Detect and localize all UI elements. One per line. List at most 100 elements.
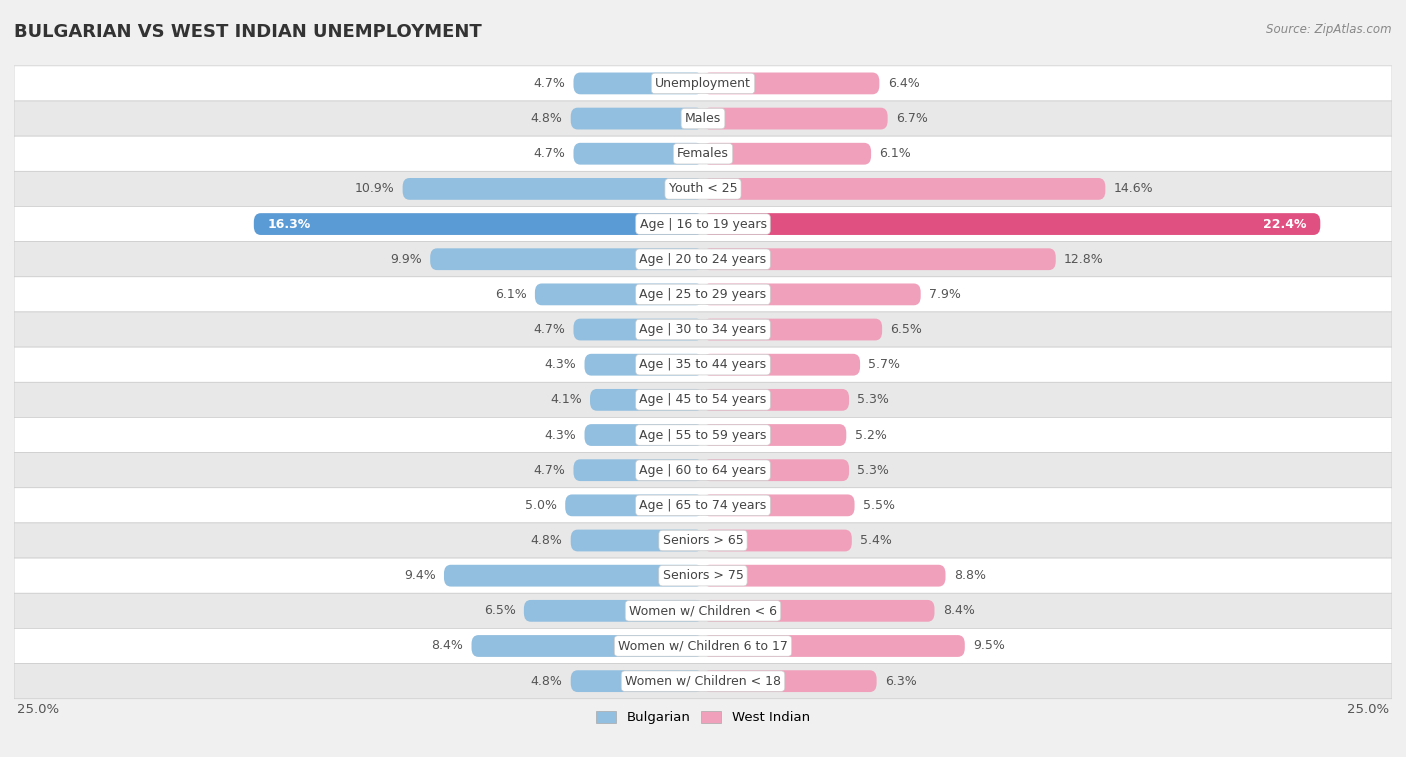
Text: Females: Females [678,148,728,160]
FancyBboxPatch shape [524,600,703,621]
Text: 6.4%: 6.4% [887,77,920,90]
Text: 25.0%: 25.0% [1347,703,1389,716]
FancyBboxPatch shape [703,178,1105,200]
Text: Women w/ Children < 18: Women w/ Children < 18 [626,674,780,687]
Text: Age | 30 to 34 years: Age | 30 to 34 years [640,323,766,336]
FancyBboxPatch shape [430,248,703,270]
Text: 8.4%: 8.4% [432,640,463,653]
Text: Women w/ Children 6 to 17: Women w/ Children 6 to 17 [619,640,787,653]
Text: 4.3%: 4.3% [544,428,576,441]
Text: Women w/ Children < 6: Women w/ Children < 6 [628,604,778,617]
Text: 4.7%: 4.7% [533,148,565,160]
FancyBboxPatch shape [14,664,1392,699]
Text: 5.5%: 5.5% [863,499,894,512]
FancyBboxPatch shape [703,283,921,305]
Text: 6.7%: 6.7% [896,112,928,125]
FancyBboxPatch shape [703,530,852,551]
Text: 5.2%: 5.2% [855,428,886,441]
FancyBboxPatch shape [591,389,703,411]
FancyBboxPatch shape [703,635,965,657]
Text: 8.8%: 8.8% [953,569,986,582]
Text: 9.9%: 9.9% [389,253,422,266]
FancyBboxPatch shape [534,283,703,305]
Text: Seniors > 75: Seniors > 75 [662,569,744,582]
FancyBboxPatch shape [565,494,703,516]
FancyBboxPatch shape [14,488,1392,523]
FancyBboxPatch shape [254,213,703,235]
FancyBboxPatch shape [703,565,945,587]
FancyBboxPatch shape [14,417,1392,453]
Text: 8.4%: 8.4% [943,604,974,617]
FancyBboxPatch shape [14,66,1392,101]
Text: 5.4%: 5.4% [860,534,891,547]
Text: 22.4%: 22.4% [1263,217,1306,231]
FancyBboxPatch shape [402,178,703,200]
FancyBboxPatch shape [703,424,846,446]
Text: 25.0%: 25.0% [17,703,59,716]
FancyBboxPatch shape [703,107,887,129]
Text: 5.0%: 5.0% [524,499,557,512]
FancyBboxPatch shape [14,628,1392,664]
Text: BULGARIAN VS WEST INDIAN UNEMPLOYMENT: BULGARIAN VS WEST INDIAN UNEMPLOYMENT [14,23,482,41]
Text: 4.1%: 4.1% [550,394,582,407]
FancyBboxPatch shape [571,670,703,692]
FancyBboxPatch shape [14,312,1392,347]
FancyBboxPatch shape [471,635,703,657]
FancyBboxPatch shape [703,389,849,411]
Text: Males: Males [685,112,721,125]
Text: 7.9%: 7.9% [929,288,960,301]
Text: 6.1%: 6.1% [495,288,527,301]
FancyBboxPatch shape [574,143,703,164]
FancyBboxPatch shape [703,494,855,516]
Text: 16.3%: 16.3% [267,217,311,231]
Text: Age | 60 to 64 years: Age | 60 to 64 years [640,464,766,477]
FancyBboxPatch shape [571,530,703,551]
Text: Source: ZipAtlas.com: Source: ZipAtlas.com [1267,23,1392,36]
Text: 6.1%: 6.1% [879,148,911,160]
Text: Age | 35 to 44 years: Age | 35 to 44 years [640,358,766,371]
Legend: Bulgarian, West Indian: Bulgarian, West Indian [591,706,815,730]
FancyBboxPatch shape [703,213,1320,235]
Text: 4.8%: 4.8% [530,674,562,687]
FancyBboxPatch shape [14,207,1392,241]
Text: 5.3%: 5.3% [858,394,889,407]
FancyBboxPatch shape [703,600,935,621]
Text: Seniors > 65: Seniors > 65 [662,534,744,547]
Text: 5.3%: 5.3% [858,464,889,477]
FancyBboxPatch shape [703,73,879,95]
FancyBboxPatch shape [703,319,882,341]
Text: 5.7%: 5.7% [869,358,900,371]
FancyBboxPatch shape [574,73,703,95]
Text: 9.5%: 9.5% [973,640,1005,653]
Text: Unemployment: Unemployment [655,77,751,90]
Text: Age | 25 to 29 years: Age | 25 to 29 years [640,288,766,301]
FancyBboxPatch shape [14,523,1392,558]
Text: 4.8%: 4.8% [530,534,562,547]
Text: Age | 55 to 59 years: Age | 55 to 59 years [640,428,766,441]
FancyBboxPatch shape [571,107,703,129]
Text: 12.8%: 12.8% [1064,253,1104,266]
FancyBboxPatch shape [585,424,703,446]
FancyBboxPatch shape [14,453,1392,488]
Text: 6.5%: 6.5% [484,604,516,617]
FancyBboxPatch shape [574,459,703,481]
FancyBboxPatch shape [14,593,1392,628]
FancyBboxPatch shape [14,171,1392,207]
Text: 4.7%: 4.7% [533,464,565,477]
Text: Age | 45 to 54 years: Age | 45 to 54 years [640,394,766,407]
FancyBboxPatch shape [14,136,1392,171]
FancyBboxPatch shape [703,670,876,692]
Text: 10.9%: 10.9% [354,182,394,195]
FancyBboxPatch shape [14,382,1392,417]
Text: 4.7%: 4.7% [533,323,565,336]
Text: 6.5%: 6.5% [890,323,922,336]
Text: Age | 20 to 24 years: Age | 20 to 24 years [640,253,766,266]
FancyBboxPatch shape [14,241,1392,277]
Text: 6.3%: 6.3% [884,674,917,687]
Text: Age | 65 to 74 years: Age | 65 to 74 years [640,499,766,512]
FancyBboxPatch shape [703,248,1056,270]
Text: 9.4%: 9.4% [404,569,436,582]
Text: 4.3%: 4.3% [544,358,576,371]
Text: Youth < 25: Youth < 25 [669,182,737,195]
FancyBboxPatch shape [444,565,703,587]
